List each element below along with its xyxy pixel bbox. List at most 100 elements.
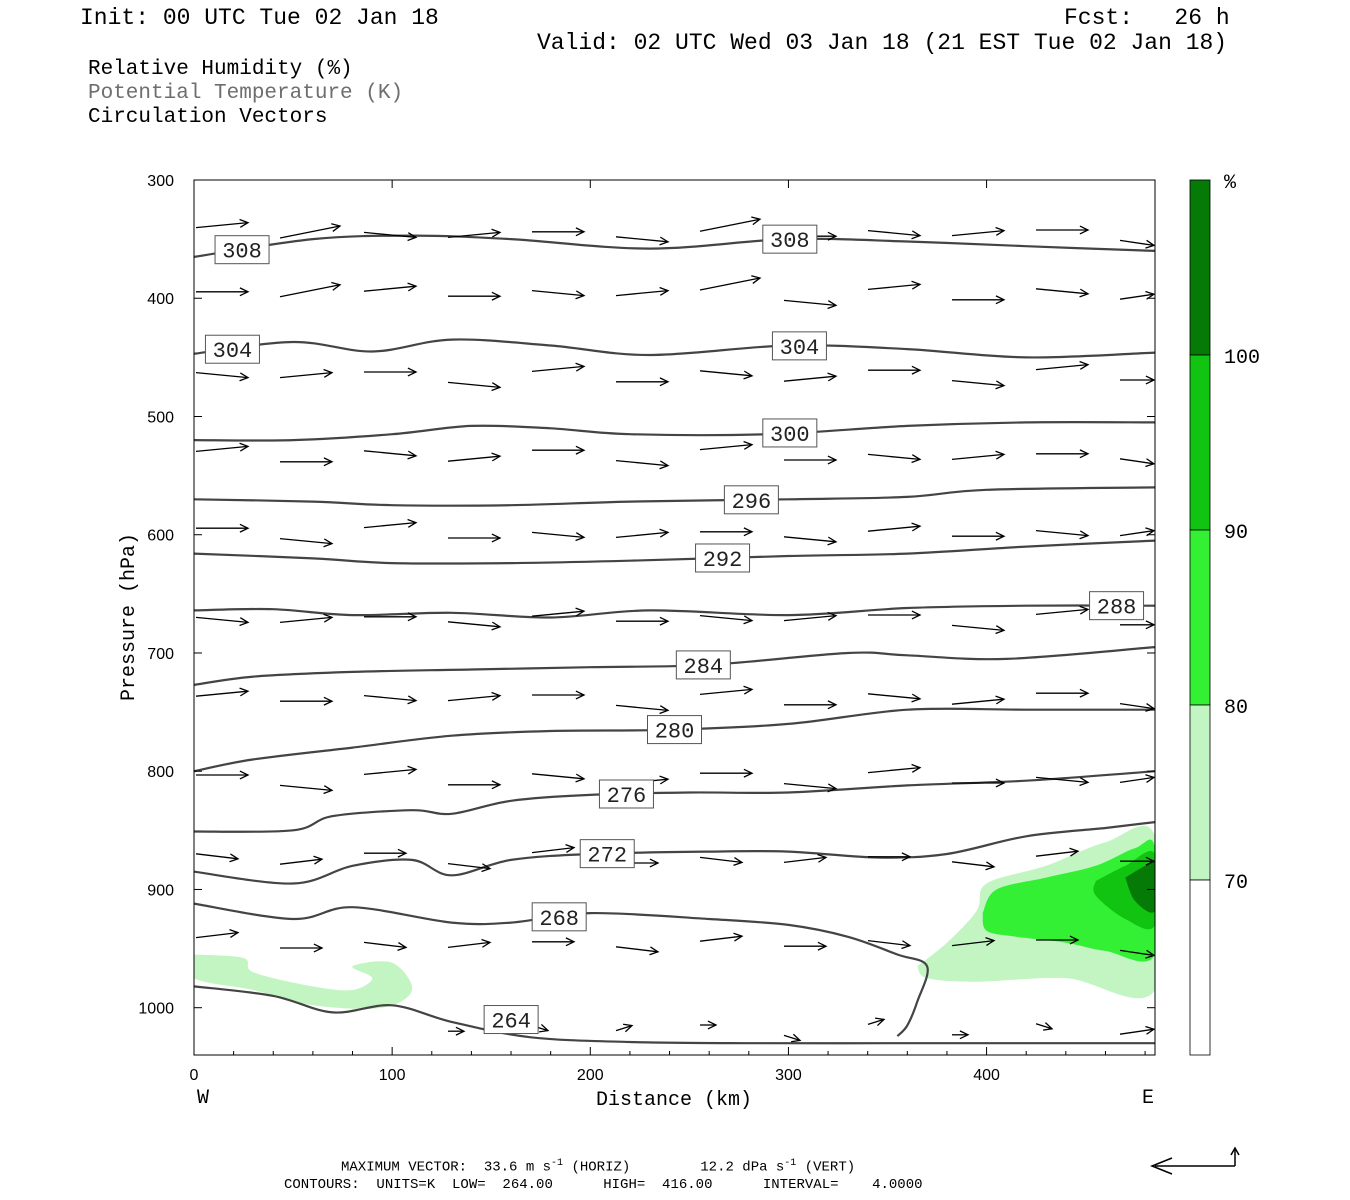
valid-time: Valid: 02 UTC Wed 03 Jan 18 (21 EST Tue … bbox=[537, 30, 1228, 56]
vector-arrow bbox=[1035, 529, 1090, 540]
vector-arrow bbox=[951, 695, 1006, 705]
vector-arrow bbox=[1036, 688, 1090, 698]
vector-arrow bbox=[1035, 288, 1090, 298]
vector-arrow bbox=[952, 1030, 970, 1040]
contour-label-272: 272 bbox=[579, 839, 635, 869]
contour-info: CONTOURS: UNITS=K LOW= 264.00 HIGH= 416.… bbox=[284, 1177, 923, 1193]
vector-arrow bbox=[279, 368, 334, 379]
vector-arrow bbox=[531, 607, 586, 617]
svg-text:308: 308 bbox=[222, 240, 262, 265]
vector-arrow bbox=[951, 624, 1006, 635]
colorbar-swatch bbox=[1189, 179, 1211, 356]
vector-arrow bbox=[616, 616, 670, 626]
vector-arrow bbox=[1119, 527, 1155, 537]
theta-contour-272 bbox=[194, 821, 1155, 885]
vector-arrow bbox=[532, 445, 586, 455]
vector-arrow bbox=[952, 295, 1006, 305]
vector-arrow bbox=[1119, 458, 1155, 468]
vector-arrow bbox=[868, 365, 922, 375]
y-tick-label: 800 bbox=[147, 764, 174, 781]
vector-arrow bbox=[532, 937, 576, 947]
theta-contour-284 bbox=[194, 646, 1155, 686]
contour-label-308: 308 bbox=[762, 224, 818, 254]
vector-arrow bbox=[195, 442, 250, 453]
rh-shading bbox=[194, 825, 1155, 1009]
contour-label-308: 308 bbox=[214, 235, 270, 265]
vector-arrow bbox=[447, 938, 492, 949]
vector-arrow bbox=[447, 862, 492, 873]
vector-arrow bbox=[699, 856, 744, 866]
y-tick-label: 300 bbox=[147, 173, 174, 190]
vector-arrow bbox=[783, 1033, 802, 1043]
svg-text:296: 296 bbox=[732, 490, 772, 515]
vector-arrow bbox=[1119, 702, 1155, 712]
theta-contour-308 bbox=[194, 234, 1155, 258]
colorbar-level: 80 bbox=[1224, 697, 1248, 720]
x-tick-label: 0 bbox=[190, 1067, 199, 1084]
contour-labels: 308 308 304 304 300 296 292 288 284 280 276 272 268 2… bbox=[204, 224, 1145, 1035]
vector-arrow bbox=[363, 282, 418, 292]
vector-arrow bbox=[195, 687, 250, 697]
vector-arrow bbox=[363, 450, 418, 460]
forecast-hour: Fcst: 26 h bbox=[1064, 5, 1230, 31]
vector-arrow bbox=[195, 218, 250, 229]
contour-label-304: 304 bbox=[771, 331, 827, 361]
contour-label-264: 264 bbox=[483, 1005, 539, 1035]
svg-text:264: 264 bbox=[491, 1010, 531, 1035]
vector-arrow bbox=[616, 377, 670, 387]
vector-arrow bbox=[447, 691, 502, 702]
contour-label-288: 288 bbox=[1089, 591, 1145, 621]
vector-arrow bbox=[447, 381, 502, 392]
max-vector-info: MAXIMUM VECTOR: 33.6 m s-1 (HORIZ) 12.2 d… bbox=[341, 1158, 856, 1176]
svg-text:284: 284 bbox=[684, 655, 724, 680]
vector-arrow bbox=[867, 229, 922, 240]
vector-arrow bbox=[531, 773, 586, 783]
vector-arrow bbox=[532, 690, 586, 700]
svg-text:280: 280 bbox=[655, 720, 695, 745]
colorbar-unit: % bbox=[1224, 172, 1237, 195]
vector-arrow bbox=[867, 453, 922, 464]
contour-label-284: 284 bbox=[675, 650, 731, 680]
vector-arrow bbox=[280, 696, 334, 706]
x-axis-title: Distance (km) bbox=[596, 1089, 752, 1112]
vector-arrow bbox=[531, 531, 586, 542]
x-tick-label: 300 bbox=[775, 1067, 802, 1084]
vector-arrow bbox=[531, 289, 586, 300]
vector-arrow bbox=[783, 782, 838, 793]
contour-label-304: 304 bbox=[204, 334, 260, 364]
y-tick-label: 700 bbox=[147, 646, 174, 663]
vector-arrow bbox=[1036, 449, 1090, 459]
vector-arrow bbox=[279, 281, 342, 298]
vector-arrow bbox=[1035, 360, 1090, 371]
contour-label-276: 276 bbox=[598, 779, 654, 809]
vector-arrow bbox=[784, 455, 838, 465]
vector-arrow bbox=[951, 450, 1006, 461]
svg-text:276: 276 bbox=[607, 784, 647, 809]
colorbar-level: 90 bbox=[1224, 522, 1248, 545]
svg-text:292: 292 bbox=[703, 548, 743, 573]
vector-arrow bbox=[448, 1026, 466, 1036]
contour-label-268: 268 bbox=[531, 902, 587, 932]
svg-text:268: 268 bbox=[539, 907, 579, 932]
vector-arrow bbox=[867, 693, 922, 703]
colorbar-swatch bbox=[1189, 879, 1211, 1056]
vector-arrow bbox=[1036, 225, 1090, 235]
colorbar-swatch bbox=[1189, 354, 1211, 531]
x-tick-label: 400 bbox=[973, 1067, 1000, 1084]
vector-arrow bbox=[195, 371, 250, 382]
vector-arrow bbox=[279, 784, 334, 795]
vector-arrow bbox=[784, 941, 828, 951]
vector-arrow bbox=[615, 1023, 634, 1033]
vector-arrow bbox=[783, 611, 838, 622]
vector-arrow bbox=[363, 694, 418, 705]
legend-rh: Relative Humidity (%) bbox=[88, 58, 353, 81]
vector-arrow bbox=[363, 518, 418, 529]
x-tick-label: 200 bbox=[577, 1067, 604, 1084]
vector-arrow bbox=[1119, 1025, 1155, 1035]
vector-arrow bbox=[1035, 605, 1090, 616]
vector-arrow bbox=[531, 844, 576, 854]
vector-arrow bbox=[784, 700, 838, 710]
vector-arrow bbox=[700, 527, 754, 537]
vector-arrow bbox=[280, 457, 334, 467]
rh-region bbox=[982, 839, 1155, 962]
